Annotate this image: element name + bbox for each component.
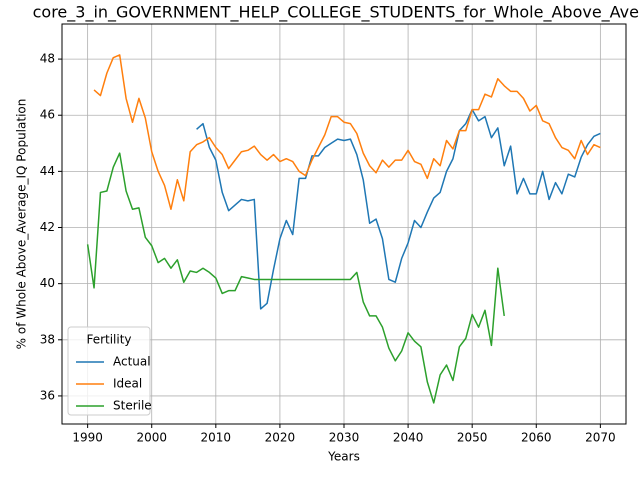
series-line xyxy=(86,152,505,404)
grid xyxy=(62,24,626,424)
legend-box xyxy=(67,326,151,416)
y-tick-label: 40 xyxy=(40,276,55,290)
x-tick-label: 2000 xyxy=(136,431,167,445)
y-tick-label: 46 xyxy=(40,108,55,122)
y-tick-label: 44 xyxy=(40,164,55,178)
legend-label: Ideal xyxy=(113,377,142,391)
y-tick-label: 38 xyxy=(40,332,55,346)
legend-title: Fertility xyxy=(86,333,131,347)
y-tick-label: 48 xyxy=(40,52,55,66)
x-tick-label: 1990 xyxy=(72,431,103,445)
x-tick-label: 2030 xyxy=(329,431,360,445)
y-axis-label: % of Whole Above_Average_IQ Population xyxy=(15,99,29,350)
x-tick-label: 2060 xyxy=(521,431,552,445)
x-tick-label: 2020 xyxy=(265,431,296,445)
series-line xyxy=(196,108,601,310)
legend-label: Actual xyxy=(113,355,151,369)
series-line xyxy=(93,54,601,211)
chart-title: core_3_in_GOVERNMENT_HELP_COLLEGE_STUDEN… xyxy=(33,3,640,23)
plot-lines xyxy=(86,54,601,404)
y-tick-label: 42 xyxy=(40,220,55,234)
x-axis-label: Years xyxy=(327,450,360,464)
axes: 1990 2000 2010 2020 2030 2040 2050 2060 2070 36 38… xyxy=(40,52,616,445)
y-tick-label: 36 xyxy=(40,388,55,402)
x-tick-label: 2070 xyxy=(585,431,616,445)
x-tick-label: 2050 xyxy=(457,431,488,445)
x-tick-label: 2040 xyxy=(393,431,424,445)
x-tick-label: 2010 xyxy=(201,431,232,445)
legend: Fertility Actual Ideal Sterile xyxy=(67,326,152,416)
legend-label: Sterile xyxy=(113,399,152,413)
